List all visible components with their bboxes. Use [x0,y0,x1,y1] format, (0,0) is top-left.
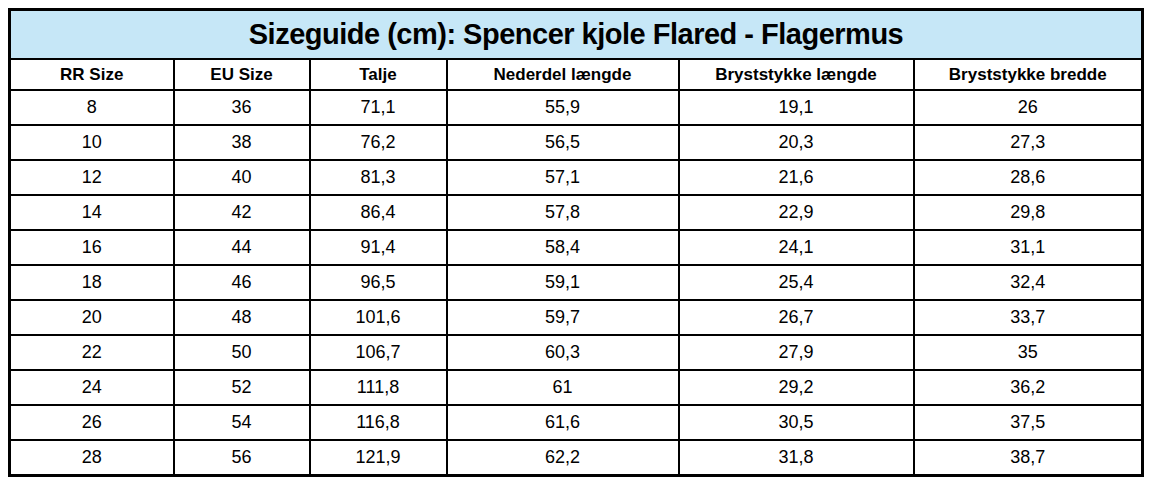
table-cell: 20 [10,300,174,335]
table-cell: 56,5 [447,125,679,160]
table-cell: 121,9 [310,440,447,476]
table-cell: 36,2 [914,370,1143,405]
table-cell: 61,6 [447,405,679,440]
table-cell: 96,5 [310,265,447,300]
table-cell: 48 [174,300,310,335]
table-row: 2654116,861,630,537,5 [10,405,1143,440]
table-row: 103876,256,520,327,3 [10,125,1143,160]
table-cell: 101,6 [310,300,447,335]
column-header-rr-size: RR Size [10,59,174,90]
sizeguide-table: Sizeguide (cm): Spencer kjole Flared - F… [8,8,1144,477]
table-cell: 26 [10,405,174,440]
table-cell: 116,8 [310,405,447,440]
column-header-eu-size: EU Size [174,59,310,90]
table-body: 83671,155,919,126103876,256,520,327,3124… [10,90,1143,476]
column-header-bryststykke-bredde: Bryststykke bredde [914,59,1143,90]
table-cell: 22,9 [679,195,914,230]
column-header-nederdel-laengde: Nederdel længde [447,59,679,90]
table-cell: 21,6 [679,160,914,195]
table-cell: 29,2 [679,370,914,405]
table-cell: 18 [10,265,174,300]
table-cell: 19,1 [679,90,914,125]
table-title: Sizeguide (cm): Spencer kjole Flared - F… [10,10,1143,60]
table-row: 2250106,760,327,935 [10,335,1143,370]
table-cell: 27,9 [679,335,914,370]
table-row: 144286,457,822,929,8 [10,195,1143,230]
table-row: 2452111,86129,236,2 [10,370,1143,405]
table-row: 184696,559,125,432,4 [10,265,1143,300]
table-cell: 31,1 [914,230,1143,265]
table-cell: 50 [174,335,310,370]
table-cell: 38,7 [914,440,1143,476]
table-cell: 28 [10,440,174,476]
table-cell: 33,7 [914,300,1143,335]
table-cell: 59,1 [447,265,679,300]
table-cell: 28,6 [914,160,1143,195]
table-cell: 59,7 [447,300,679,335]
column-header-bryststykke-laengde: Bryststykke længde [679,59,914,90]
table-cell: 32,4 [914,265,1143,300]
table-cell: 8 [10,90,174,125]
table-cell: 10 [10,125,174,160]
table-cell: 57,1 [447,160,679,195]
table-row: 2048101,659,726,733,7 [10,300,1143,335]
table-cell: 46 [174,265,310,300]
table-cell: 29,8 [914,195,1143,230]
header-row: RR Size EU Size Talje Nederdel længde Br… [10,59,1143,90]
table-cell: 16 [10,230,174,265]
table-row: 124081,357,121,628,6 [10,160,1143,195]
table-cell: 37,5 [914,405,1143,440]
table-cell: 58,4 [447,230,679,265]
table-cell: 24 [10,370,174,405]
table-head: Sizeguide (cm): Spencer kjole Flared - F… [10,10,1143,91]
table-cell: 38 [174,125,310,160]
table-cell: 81,3 [310,160,447,195]
table-cell: 31,8 [679,440,914,476]
table-cell: 26 [914,90,1143,125]
table-cell: 111,8 [310,370,447,405]
table-cell: 57,8 [447,195,679,230]
table-cell: 42 [174,195,310,230]
table-cell: 22 [10,335,174,370]
table-cell: 24,1 [679,230,914,265]
table-cell: 56 [174,440,310,476]
table-cell: 44 [174,230,310,265]
table-cell: 106,7 [310,335,447,370]
table-cell: 60,3 [447,335,679,370]
table-cell: 61 [447,370,679,405]
table-cell: 62,2 [447,440,679,476]
table-row: 164491,458,424,131,1 [10,230,1143,265]
table-cell: 27,3 [914,125,1143,160]
table-cell: 55,9 [447,90,679,125]
column-header-talje: Talje [310,59,447,90]
table-cell: 54 [174,405,310,440]
table-cell: 86,4 [310,195,447,230]
table-cell: 36 [174,90,310,125]
table-cell: 20,3 [679,125,914,160]
table-cell: 71,1 [310,90,447,125]
table-row: 83671,155,919,126 [10,90,1143,125]
table-cell: 14 [10,195,174,230]
table-cell: 76,2 [310,125,447,160]
table-cell: 26,7 [679,300,914,335]
table-row: 2856121,962,231,838,7 [10,440,1143,476]
table-cell: 40 [174,160,310,195]
table-cell: 35 [914,335,1143,370]
title-row: Sizeguide (cm): Spencer kjole Flared - F… [10,10,1143,60]
table-cell: 12 [10,160,174,195]
table-cell: 30,5 [679,405,914,440]
table-cell: 91,4 [310,230,447,265]
table-cell: 25,4 [679,265,914,300]
table-cell: 52 [174,370,310,405]
